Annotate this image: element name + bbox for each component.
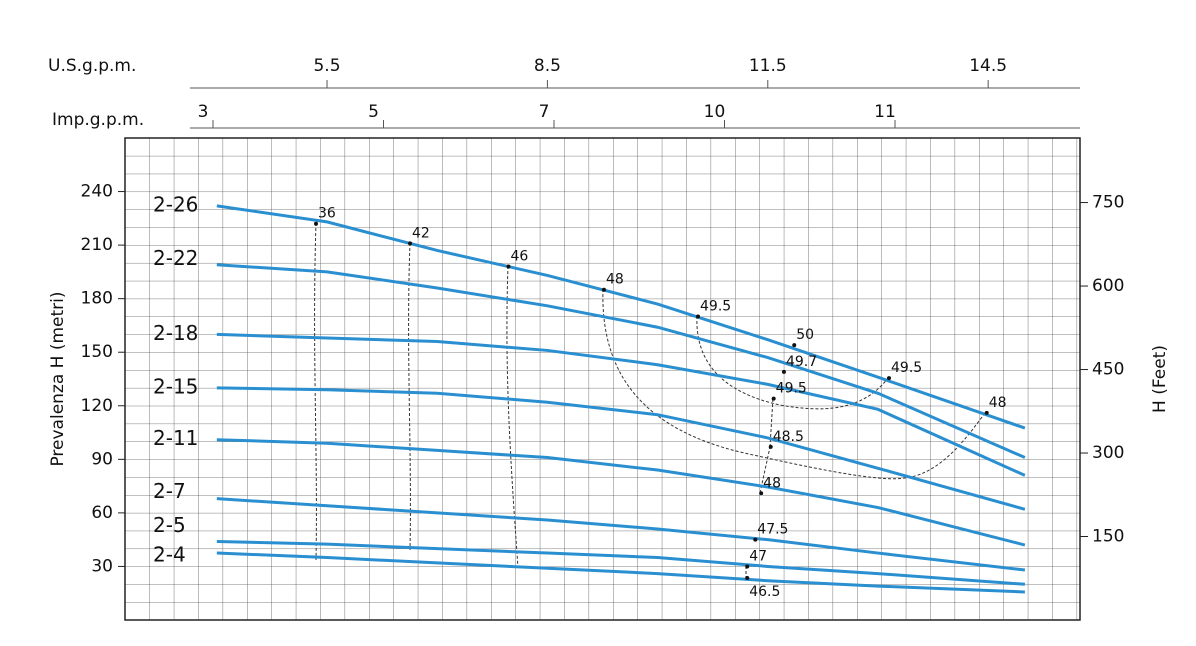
annotation: 48 [989, 395, 1007, 411]
series-label: 2-7 [153, 479, 186, 503]
x-tick-label: 5.5 [313, 56, 340, 76]
y-tick-label: 210 [81, 235, 113, 255]
efficiency-point [745, 576, 750, 581]
efficiency-point [601, 287, 606, 292]
annotation: 47.5 [757, 522, 788, 538]
efficiency-point [759, 491, 764, 496]
curve [216, 497, 1026, 572]
annotation: 50 [796, 327, 814, 343]
annotation: 47 [749, 548, 767, 564]
x2-tick-label: 5 [368, 102, 379, 122]
series-label: 2-18 [153, 321, 198, 345]
efficiency-point [314, 221, 318, 226]
curve [216, 332, 1026, 477]
annotation: 42 [412, 225, 430, 241]
y2-tick-label: 300 [1092, 443, 1124, 463]
efficiency-point [696, 314, 700, 319]
annotation: 46.5 [749, 584, 780, 600]
y2-axis-title: H (Feet) [1150, 345, 1170, 413]
x-tick-label: 14.5 [969, 56, 1007, 76]
annotation: 36 [318, 206, 336, 222]
series-label: 2-11 [153, 426, 198, 450]
x-tick-label: 8.5 [534, 56, 561, 76]
efficiency-point [781, 369, 786, 374]
efficiency-point [887, 376, 891, 381]
y-axis-title: Prevalenza H (metri) [48, 291, 68, 466]
y-tick-label: 150 [81, 342, 113, 362]
x-tick-label: 11.5 [749, 56, 787, 76]
y2-tick-label: 750 [1092, 193, 1124, 213]
efficiency-point [984, 410, 989, 415]
y2-tick-label: 450 [1092, 360, 1124, 380]
efficiency-point [792, 343, 797, 348]
series-label: 2-15 [153, 374, 198, 398]
y-tick-label: 30 [91, 556, 113, 576]
annotation: 46 [510, 249, 528, 265]
x2-tick-label: 7 [539, 102, 550, 122]
x2-tick-label: 11 [874, 102, 896, 122]
plot-area [124, 137, 1081, 621]
series-label: 2-5 [153, 513, 186, 537]
efficiency-point [771, 396, 776, 401]
curve [216, 551, 1025, 594]
efficiency-point [408, 241, 413, 246]
x2-axis-title: Imp.g.p.m. [52, 110, 144, 130]
curve [216, 263, 1026, 459]
y2-tick-label: 600 [1092, 276, 1124, 296]
y-tick-label: 120 [81, 396, 113, 416]
x-axis-title: U.S.g.p.m. [48, 56, 136, 76]
y2-tick-label: 150 [1092, 527, 1124, 547]
annotation: 49.7 [786, 354, 817, 370]
x2-tick-label: 10 [704, 102, 726, 122]
annotation: 48.5 [773, 429, 804, 445]
series-label: 2-4 [153, 543, 186, 567]
curve [216, 438, 1026, 547]
y-tick-label: 90 [91, 449, 113, 469]
series-label: 2-22 [153, 246, 198, 270]
annotation: 49.5 [700, 299, 731, 315]
curve [216, 386, 1026, 511]
y-tick-label: 180 [81, 289, 113, 309]
annotation: 48 [606, 272, 624, 288]
efficiency-point [745, 564, 750, 569]
series-label: 2-26 [153, 192, 198, 216]
y-tick-label: 240 [81, 182, 113, 202]
efficiency-point [753, 537, 758, 542]
efficiency-point [506, 264, 511, 269]
curve [216, 539, 1026, 586]
annotation: 49.5 [891, 360, 922, 376]
efficiency-point [768, 444, 773, 449]
annotation: 49.5 [776, 381, 807, 397]
annotation: 48 [763, 475, 781, 491]
x2-tick-label: 3 [198, 102, 209, 122]
y-tick-label: 60 [91, 503, 113, 523]
